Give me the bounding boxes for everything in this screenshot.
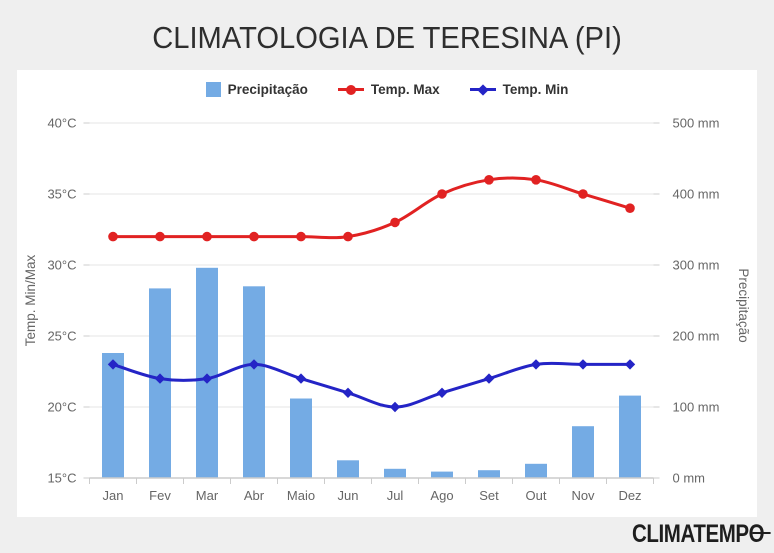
x-label-dez: Dez	[618, 488, 641, 503]
y-left-label-40°C: 40°C	[47, 116, 76, 131]
y-right-label-100 mm: 100 mm	[673, 400, 720, 415]
temp-min-point-maio[interactable]	[295, 373, 307, 384]
temp-min-point-ago[interactable]	[436, 387, 448, 398]
temp-max-point-dez[interactable]	[625, 203, 635, 213]
bar-maio[interactable]	[290, 398, 312, 479]
x-label-out: Out	[526, 488, 547, 503]
y-right-label-400 mm: 400 mm	[673, 187, 720, 202]
right-axis-title: Precipitação	[736, 268, 751, 342]
legend-label: Temp. Min	[502, 82, 569, 97]
temp-min-point-mar[interactable]	[201, 373, 213, 384]
x-label-jul: Jul	[387, 488, 404, 503]
y-right-label-300 mm: 300 mm	[673, 258, 720, 273]
x-label-abr: Abr	[244, 488, 265, 503]
y-left-label-35°C: 35°C	[47, 187, 76, 202]
bar-set[interactable]	[478, 470, 500, 478]
temp-min-point-fev[interactable]	[154, 373, 166, 384]
y-right-label-0 mm: 0 mm	[673, 471, 706, 486]
y-left-label-15°C: 15°C	[47, 471, 76, 486]
x-label-jun: Jun	[338, 488, 359, 503]
x-label-jan: Jan	[103, 488, 124, 503]
y-left-label-20°C: 20°C	[47, 400, 76, 415]
temp-min-point-jul[interactable]	[389, 401, 401, 413]
y-left-label-25°C: 25°C	[47, 329, 76, 344]
bar-jul[interactable]	[384, 468, 406, 478]
legend-item-temp-max[interactable]: Temp. Max	[337, 82, 440, 97]
bar-abr[interactable]	[243, 286, 265, 478]
circle-marker-icon	[345, 84, 356, 95]
temp-max-point-ago[interactable]	[437, 189, 447, 199]
bar-ago[interactable]	[431, 471, 453, 478]
temp-max-point-maio[interactable]	[296, 231, 306, 242]
x-label-fev: Fev	[149, 488, 171, 503]
x-label-maio: Maio	[287, 488, 315, 503]
temp-max-point-jan[interactable]	[108, 231, 118, 242]
x-label-nov: Nov	[571, 488, 595, 503]
bar-jun[interactable]	[337, 460, 359, 479]
x-label-ago: Ago	[430, 488, 453, 503]
legend-label: Temp. Max	[370, 82, 440, 97]
legend-item-precipitacao[interactable]: Precipitação	[205, 82, 308, 97]
x-label-set: Set	[479, 488, 499, 503]
temp-max-line-icon	[337, 84, 364, 95]
legend-label: Precipitação	[227, 82, 308, 97]
page-title: CLIMATOLOGIA DE TERESINA (PI)	[152, 20, 622, 55]
y-right-label-500 mm: 500 mm	[673, 116, 720, 131]
logo-dash-icon	[752, 531, 771, 534]
chart-panel: 40°C 500 mm 35°C 400 mm 30°C 300 mm 25°C 200 mm…	[17, 70, 757, 517]
temp-max-line[interactable]	[111, 176, 632, 240]
bar-mar[interactable]	[196, 267, 218, 478]
bar-jan[interactable]	[102, 353, 124, 478]
temp-min-point-set[interactable]	[483, 373, 495, 384]
left-axis-title: Temp. Min/Max	[23, 254, 38, 346]
temp-max-point-set[interactable]	[484, 175, 494, 185]
temp-min-point-abr[interactable]	[248, 359, 260, 370]
temp-max-point-jun[interactable]	[343, 231, 353, 242]
temp-max-point-fev[interactable]	[155, 231, 165, 242]
temp-min-point-jan[interactable]	[107, 359, 119, 370]
temp-min-point-dez[interactable]	[624, 359, 636, 370]
chart-legend: Precipitação Temp. Max Temp. Min	[17, 82, 757, 97]
bar-nov[interactable]	[572, 426, 594, 478]
temp-max-point-jul[interactable]	[390, 217, 400, 228]
y-right-label-200 mm: 200 mm	[673, 329, 720, 344]
climatempo-logo: CLIMATEMPO	[632, 520, 771, 548]
bar-out[interactable]	[525, 463, 547, 478]
x-label-mar: Mar	[196, 488, 219, 503]
diamond-marker-icon	[476, 83, 489, 96]
temp-max-point-abr[interactable]	[249, 231, 259, 242]
temp-min-point-jun[interactable]	[342, 387, 354, 398]
temp-max-point-mar[interactable]	[202, 231, 212, 242]
climate-chart: 40°C 500 mm 35°C 400 mm 30°C 300 mm 25°C 200 mm…	[23, 116, 751, 504]
temp-min-line[interactable]	[111, 361, 632, 409]
temp-max-point-out[interactable]	[531, 175, 541, 185]
temp-min-point-nov[interactable]	[577, 359, 589, 370]
temp-max-point-nov[interactable]	[578, 189, 588, 199]
precipitation-swatch-icon	[205, 82, 221, 97]
temp-min-point-out[interactable]	[530, 359, 542, 370]
y-left-label-30°C: 30°C	[47, 258, 76, 273]
temp-min-line-icon	[469, 83, 496, 96]
legend-item-temp-min[interactable]: Temp. Min	[469, 82, 569, 97]
bar-dez[interactable]	[619, 395, 641, 478]
